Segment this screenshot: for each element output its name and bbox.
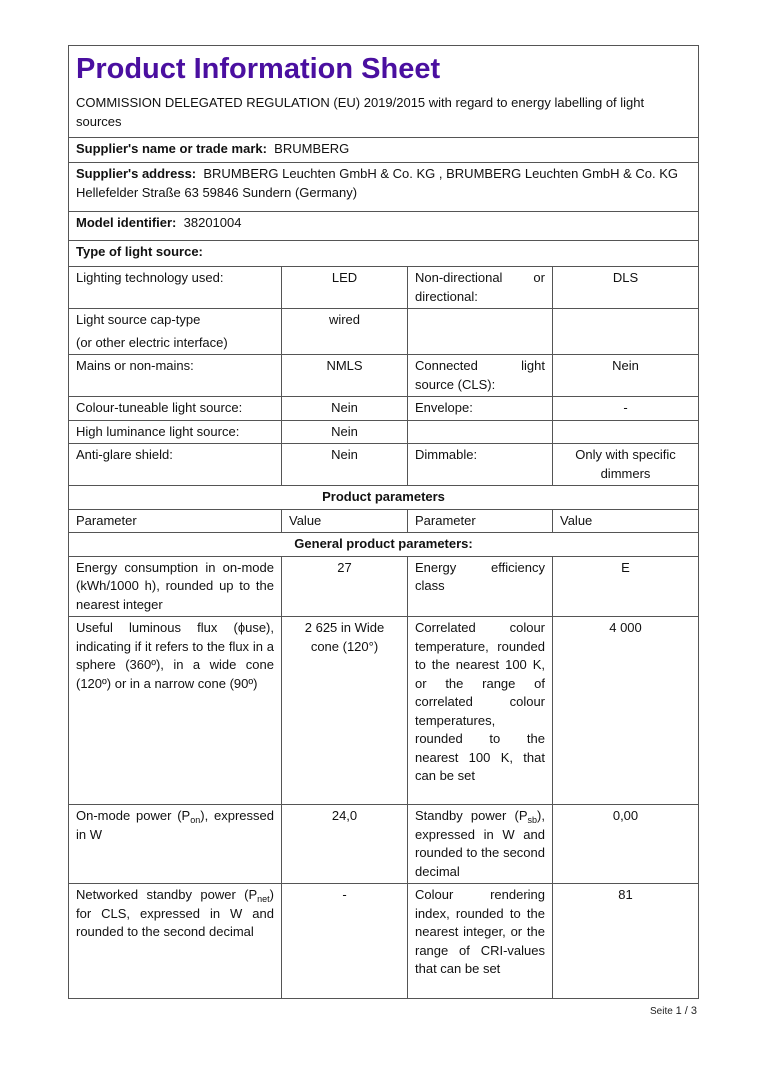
table-row: Networked standby power (Pnet) for CLS, … — [68, 883, 700, 999]
param-label: Dimmable: — [407, 443, 553, 486]
param-value — [551, 419, 700, 444]
param-label: Connected light source (CLS): — [407, 354, 553, 397]
param-value: 81 — [551, 883, 700, 999]
param-label: Envelope: — [407, 396, 553, 421]
label-subscript: on — [190, 815, 201, 825]
column-header: Parameter — [68, 508, 282, 533]
param-label: High luminance light source: — [68, 419, 282, 444]
param-label: Anti-glare shield: — [68, 443, 282, 486]
param-label: On-mode power (Pon), expressed in W — [68, 804, 282, 884]
param-value: 24,0 — [281, 804, 408, 884]
param-value: 27 — [281, 555, 408, 617]
param-value: - — [551, 396, 700, 421]
model-identifier-value: 38201004 — [183, 215, 242, 230]
table-row: Lighting technology used: LED Non-direct… — [68, 266, 700, 309]
param-label: Lighting technology used: — [68, 266, 282, 309]
param-value: 4 000 — [551, 616, 700, 805]
param-value: wired — [281, 308, 408, 355]
page-number: 1 / 3 — [675, 1005, 697, 1017]
model-identifier-label: Model identifier: — [76, 215, 177, 230]
general-parameters-heading: General product parameters: — [294, 536, 473, 551]
supplier-address-value: BRUMBERG Leuchten GmbH & Co. KG , BRUMBE… — [76, 166, 679, 200]
param-label: Colour rendering index, rounded to the n… — [407, 883, 553, 999]
param-label: Colour-tuneable light source: — [68, 396, 282, 421]
supplier-name-value: BRUMBERG — [274, 141, 350, 156]
label-text: ), expressed in W — [76, 808, 274, 842]
column-header: Value — [281, 508, 408, 533]
cap-type-label: Light source cap-type — [76, 312, 201, 327]
param-value: E — [551, 555, 700, 617]
column-header-row: Parameter Value Parameter Value — [68, 508, 700, 533]
table-row: On-mode power (Pon), expressed in W 24,0… — [68, 804, 700, 884]
param-value: 2 625 in Wide cone (120°) — [281, 616, 408, 805]
param-value: NMLS — [281, 354, 408, 397]
supplier-address-label: Supplier's address: — [76, 166, 197, 181]
param-value: Nein — [551, 354, 700, 397]
product-information-table: Product Information Sheet COMMISSION DEL… — [67, 45, 700, 999]
table-row: Energy consumption in on-mode (kWh/1000 … — [68, 555, 700, 617]
table-row: Mains or non-mains: NMLS Connected light… — [68, 354, 700, 397]
param-value: DLS — [551, 266, 700, 309]
param-value: Nein — [281, 396, 408, 421]
param-label: Light source cap-type (or other electric … — [68, 308, 282, 355]
label-text: Networked standby power (P — [76, 887, 258, 902]
page-title: Product Information Sheet — [76, 53, 441, 85]
param-label: Useful luminous flux (ϕuse), indicating … — [68, 616, 282, 805]
column-header: Parameter — [407, 508, 553, 533]
param-value: LED — [281, 266, 408, 309]
table-row: Light source cap-type (or other electric … — [68, 308, 700, 355]
param-label: Mains or non-mains: — [68, 354, 282, 397]
param-label: Energy consumption in on-mode (kWh/1000 … — [68, 555, 282, 617]
param-label: Energy efficiency class — [407, 555, 553, 617]
param-label: Non-directional or directional: — [407, 266, 553, 309]
table-row: High luminance light source: Nein — [68, 419, 700, 444]
label-text: On-mode power (P — [76, 808, 191, 823]
param-value — [551, 308, 700, 355]
regulation-text: COMMISSION DELEGATED REGULATION (EU) 201… — [76, 95, 645, 129]
column-header: Value — [551, 508, 700, 533]
param-label: Correlated colour temperature, rounded t… — [407, 616, 553, 805]
label-subscript: sb — [527, 815, 538, 825]
table-row: Useful luminous flux (ϕuse), indicating … — [68, 616, 700, 805]
param-label: Networked standby power (Pnet) for CLS, … — [68, 883, 282, 999]
param-value: - — [281, 883, 408, 999]
table-row: Colour-tuneable light source: Nein Envel… — [68, 396, 700, 421]
product-parameters-heading: Product parameters — [322, 489, 445, 504]
param-value: Nein — [281, 443, 408, 486]
supplier-name-label: Supplier's name or trade mark: — [76, 141, 267, 156]
cap-type-sublabel: (or other electric interface) — [76, 334, 228, 350]
param-value: Only with specific dimmers — [551, 443, 700, 486]
label-text: ) for CLS, expressed in W and rounded to… — [76, 887, 274, 939]
param-label — [407, 419, 553, 444]
label-subscript: net — [257, 894, 270, 904]
page-footer: Seite 1 / 3 — [650, 1005, 697, 1017]
table-row: Anti-glare shield: Nein Dimmable: Only w… — [68, 443, 700, 486]
param-label: Standby power (Psb), expressed in W and … — [407, 804, 553, 884]
type-heading: Type of light source: — [76, 244, 203, 259]
param-value: 0,00 — [551, 804, 700, 884]
label-text: ), expressed in W and rounded to the sec… — [415, 808, 545, 879]
param-value: Nein — [281, 419, 408, 444]
label-text: Standby power (P — [415, 808, 528, 823]
param-label — [407, 308, 553, 355]
footer-label: Seite — [650, 1006, 673, 1017]
